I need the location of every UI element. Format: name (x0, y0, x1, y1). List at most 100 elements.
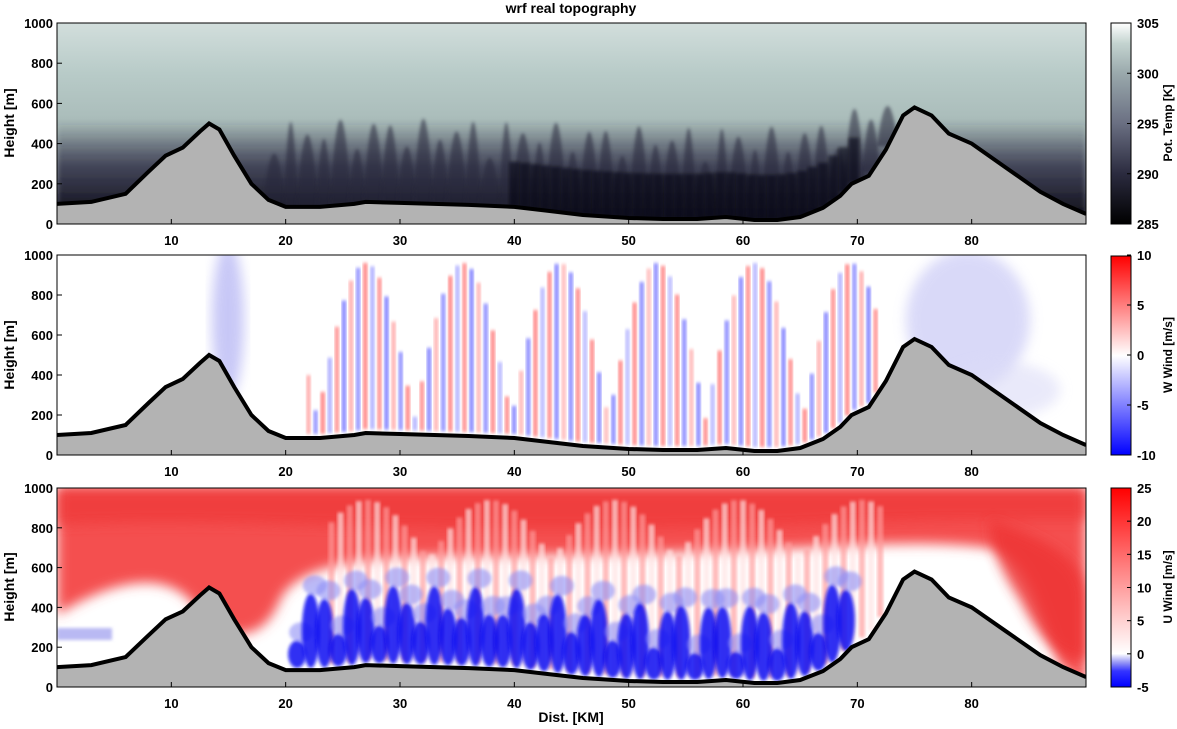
reverse-flow-cell (342, 588, 361, 666)
wave-stripe (334, 326, 339, 433)
wave-stripe (434, 318, 439, 432)
wave-stripe (566, 534, 573, 672)
wave-stripe (412, 416, 417, 431)
cold-pool (509, 161, 520, 207)
wave-stripe (710, 384, 715, 445)
cold-pool (735, 173, 746, 219)
reverse-flow-cell (562, 631, 581, 675)
y-tick-label: 0 (46, 680, 53, 695)
wave-stripe (760, 268, 765, 447)
colorbar-tick-label: -10 (1137, 448, 1156, 463)
reverse-flow-edge (549, 575, 574, 596)
reverse-flow-edge (385, 567, 410, 588)
reverse-flow-edge (632, 584, 657, 605)
cold-pool (529, 164, 540, 210)
field-wave-stripes (306, 263, 878, 447)
reverse-flow-cell (672, 605, 691, 681)
colorbar-tick-label: 20 (1137, 514, 1151, 529)
plume (283, 121, 298, 207)
wave-stripe (809, 373, 814, 440)
cold-pool (560, 167, 571, 213)
plot-area-u-wind (57, 488, 1086, 687)
wave-stripe (618, 360, 623, 445)
reverse-flow-cell (425, 585, 444, 666)
reverse-flow-cell (699, 606, 718, 680)
colorbar-tick-label: 10 (1137, 581, 1151, 596)
wave-stripe (519, 370, 524, 435)
cold-pool (776, 174, 787, 220)
field-reverse-flow-left (57, 628, 112, 640)
reverse-flow-cell (301, 593, 320, 669)
terrain-outline (57, 569, 1086, 685)
wave-stripe (639, 281, 644, 446)
cold-pool (612, 172, 623, 218)
plume (296, 134, 319, 207)
reverse-flow-cell (535, 613, 554, 672)
reverse-flow-cell (617, 613, 636, 679)
y-tick-label: 200 (31, 408, 53, 423)
wave-stripe (520, 519, 527, 667)
x-tick-label: 50 (621, 233, 635, 248)
cold-pool (756, 174, 767, 220)
wave-stripe (868, 501, 875, 631)
colorbar-tick-label: 285 (1137, 217, 1159, 232)
wave-stripe (646, 268, 651, 446)
reverse-flow-cell (823, 584, 842, 663)
wave-stripe (584, 513, 591, 674)
cold-pool (632, 173, 643, 219)
colorbar-tick-label: 290 (1137, 167, 1159, 182)
wave-stripe (795, 393, 800, 445)
figure-title: wrf real topography (505, 0, 637, 16)
colorbar-tick-labels: 285 290 295 300 305 (1127, 16, 1159, 232)
wave-stripe (746, 266, 751, 447)
cold-pool (818, 162, 829, 208)
wave-stripe (730, 500, 737, 676)
wave-stripe (398, 351, 403, 431)
reverse-flow-edge (755, 593, 780, 614)
cold-pool (694, 173, 705, 219)
wave-stripe (512, 405, 517, 434)
terrain-outline (57, 336, 1086, 453)
terrain-fill (57, 339, 1086, 455)
y-tick-labels: 0 200 400 600 800 1000 (24, 481, 62, 695)
terrain-fill (57, 571, 1086, 687)
reverse-flow-cell (740, 605, 759, 681)
wave-stripe (689, 349, 694, 446)
wave-stripe (526, 338, 531, 436)
reverse-flow-edge (590, 580, 615, 601)
wave-stripe (873, 309, 878, 393)
cold-pool (622, 172, 633, 218)
x-tick-label: 10 (164, 464, 178, 479)
wave-stripe (621, 501, 628, 676)
wave-stripe (816, 340, 821, 437)
x-tick-label: 60 (736, 464, 750, 479)
wave-stripe (597, 372, 602, 444)
reverse-flow-cell (576, 614, 595, 677)
reverse-flow-cell (713, 606, 732, 679)
reverse-flow-cell (356, 597, 375, 664)
reverse-flow-cell (836, 589, 855, 652)
reverse-flow-cell (631, 602, 650, 680)
wave-stripe (852, 263, 857, 410)
reverse-flow-cell (603, 639, 622, 678)
y-tick-label: 1000 (24, 16, 53, 31)
reverse-flow-cell (480, 613, 499, 667)
colorbar-tick-label: 5 (1137, 298, 1144, 313)
wave-stripe (675, 294, 680, 446)
wave-stripe (849, 501, 856, 642)
wave-stripe (838, 272, 843, 423)
reverse-flow-cell (754, 611, 773, 682)
wave-stripe (533, 310, 538, 437)
x-tick-label: 40 (507, 696, 521, 711)
cold-pool (715, 172, 726, 218)
wave-stripe (575, 288, 580, 442)
cold-pool (643, 173, 654, 219)
wave-stripe (419, 381, 424, 431)
x-tick-label: 60 (736, 696, 750, 711)
field-jet-upper (57, 488, 1086, 687)
reverse-flow-cell (768, 647, 787, 682)
wave-stripe (625, 329, 630, 445)
wave-stripe (306, 375, 311, 434)
wave-stripe (547, 271, 552, 439)
